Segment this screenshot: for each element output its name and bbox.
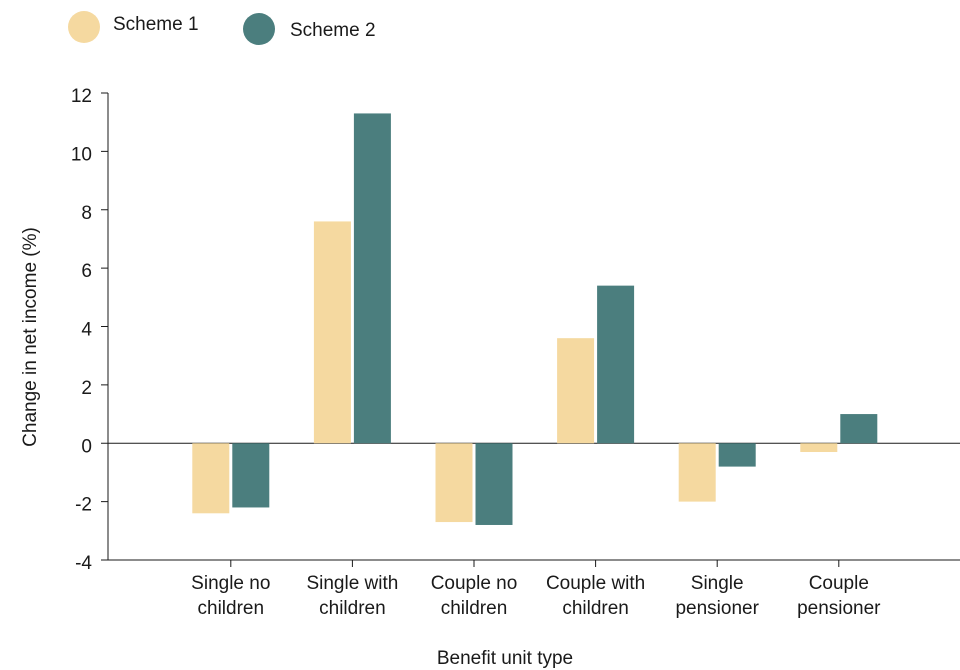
bar-scheme-2 [475,443,513,525]
y-axis-title: Change in net income (%) [20,227,41,447]
y-tick-label: -2 [75,495,92,516]
y-tick-label: 2 [81,378,92,399]
y-tick-label: 6 [81,261,92,282]
legend-swatch [68,11,100,43]
bar-scheme-2 [353,113,391,444]
bar-scheme-1 [435,443,473,523]
bars [192,113,878,525]
bar-scheme-1 [678,443,716,502]
legend-label: Scheme 2 [290,20,376,41]
bar-scheme-2 [718,443,756,467]
labels: -4 -2 0 2 4 6 8 10 12 Single no children Single wit… [20,86,881,669]
x-tick-label: Couple no children [431,573,518,619]
axes [101,92,960,567]
bar-scheme-1 [313,221,351,444]
y-tick-label: 0 [81,436,92,457]
bar-scheme-2 [232,443,270,508]
legend-label: Scheme 1 [113,14,199,35]
x-tick-label: Single pensioner [675,573,759,619]
y-tick-label: 8 [81,203,92,224]
bar-scheme-1 [800,443,838,453]
bar-scheme-2 [597,285,635,444]
x-tick-label: Couple with children [546,573,645,619]
y-tick-label: -4 [75,553,92,574]
y-tick-label: 12 [71,86,92,107]
bar-scheme-2 [840,414,878,444]
y-tick-label: 10 [71,144,92,165]
x-tick-label: Couple pensioner [797,573,881,619]
y-tick-label: 4 [81,320,92,341]
bar-scheme-1 [557,338,595,444]
x-tick-label: Single no children [191,573,270,619]
legend: Scheme 1 Scheme 2 [68,11,376,45]
bar-scheme-1 [192,443,230,514]
legend-swatch [243,13,275,45]
x-tick-label: Single with children [306,573,398,619]
x-axis-title: Benefit unit type [437,648,573,669]
